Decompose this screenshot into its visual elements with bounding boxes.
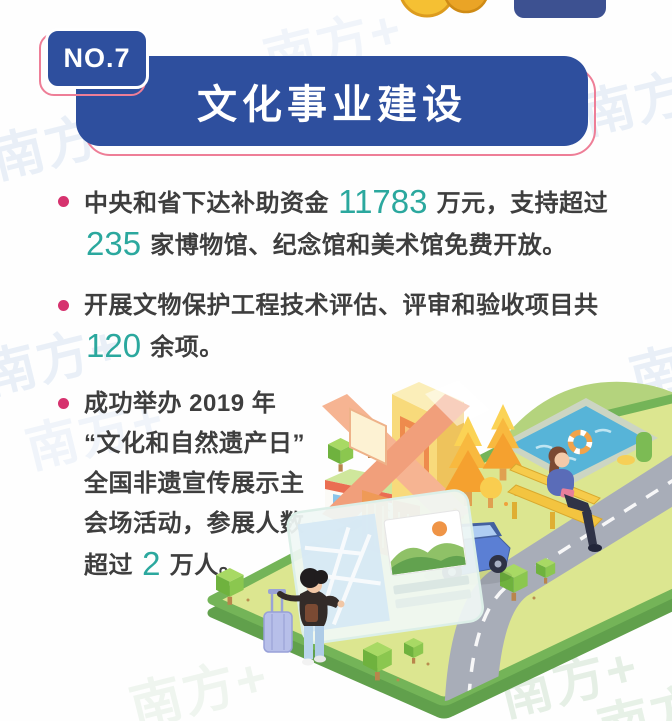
badge-label: NO.7 bbox=[63, 43, 131, 73]
bullet-content: 中央和省下达补助资金 11783 万元，支持超过 235 家博物馆、纪念馆和美术馆… bbox=[84, 183, 633, 267]
page-title: 文化事业建设 bbox=[197, 83, 467, 127]
bullet-dot-icon bbox=[58, 398, 69, 409]
bullet-text: 会场活动，参展人数 bbox=[84, 510, 305, 537]
stat-number: 120 bbox=[86, 327, 142, 364]
park-scene-illustration bbox=[207, 380, 672, 719]
section-title-banner: 文化事业建设 bbox=[76, 56, 588, 146]
section-number-badge: NO.7 bbox=[45, 28, 149, 89]
bullet-text: 中央和省下达补助资金 bbox=[84, 190, 337, 217]
top-remnant-graphics bbox=[400, 0, 606, 18]
bullet-content: 开展文物保护工程技术评估、评审和验收项目共 120 余项。 bbox=[84, 287, 633, 369]
bullet-dot-icon bbox=[58, 300, 69, 311]
bullet-line: 超过 2 万人。 bbox=[84, 545, 398, 587]
bullet-dot-icon bbox=[58, 196, 69, 207]
woman-reading-on-bench bbox=[547, 446, 602, 552]
bullet-line: 120 余项。 bbox=[84, 327, 633, 369]
bullet-line: 会场活动，参展人数 bbox=[84, 505, 398, 545]
bullet-text: 超过 bbox=[84, 552, 141, 579]
bullet-line: 235 家博物馆、纪念馆和美术馆免费开放。 bbox=[84, 225, 633, 267]
bullet-item: 中央和省下达补助资金 11783 万元，支持超过 235 家博物馆、纪念馆和美术馆… bbox=[58, 183, 633, 267]
bullet-content: 成功举办 2019 年 “文化和自然遗产日” 全国非遗宣传展示主 会场活动，参展人数超… bbox=[84, 385, 398, 587]
bullet-line: 开展文物保护工程技术评估、评审和验收项目共 bbox=[84, 287, 633, 327]
bullet-text: 成功举办 2019 年 bbox=[84, 390, 277, 417]
bullet-text: 开展文物保护工程技术评估、评审和验收项目共 bbox=[84, 292, 599, 319]
swimming-pool bbox=[500, 398, 658, 484]
bullet-text: 万元，支持超过 bbox=[429, 190, 609, 217]
bullet-line: 成功举办 2019 年 bbox=[84, 385, 398, 425]
bullet-text: 全国非遗宣传展示主 bbox=[84, 470, 305, 497]
landscape-photo bbox=[383, 509, 468, 577]
navy-panel-remnant bbox=[514, 0, 606, 18]
bullet-text: 余项。 bbox=[143, 334, 224, 361]
gold-coins-icon bbox=[400, 0, 487, 18]
bullet-text: 家博物馆、纪念馆和美术馆免费开放。 bbox=[143, 232, 567, 259]
bullet-item: 开展文物保护工程技术评估、评审和验收项目共 120 余项。 bbox=[58, 287, 633, 369]
traveler-with-suitcase bbox=[263, 568, 345, 666]
stat-number: 2 bbox=[142, 545, 161, 582]
stat-number: 11783 bbox=[338, 183, 428, 220]
bullet-text: “文化和自然遗产日” bbox=[84, 430, 305, 457]
dirt-specks bbox=[246, 596, 536, 682]
bullet-line: 中央和省下达补助资金 11783 万元，支持超过 bbox=[84, 183, 633, 225]
bullet-item: 成功举办 2019 年 “文化和自然遗产日” 全国非遗宣传展示主 会场活动，参展人数超… bbox=[58, 385, 398, 587]
stat-number: 235 bbox=[86, 225, 142, 262]
bullet-line: “文化和自然遗产日” bbox=[84, 425, 398, 465]
bullet-line: 全国非遗宣传展示主 bbox=[84, 465, 398, 505]
